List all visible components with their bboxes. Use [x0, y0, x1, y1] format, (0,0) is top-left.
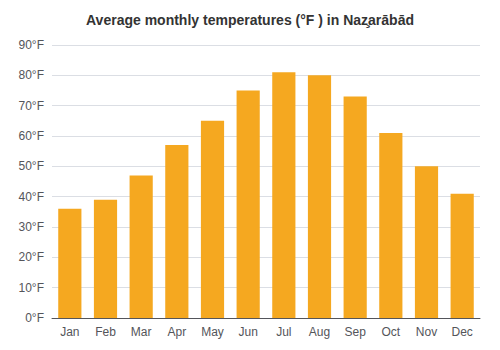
svg-text:40°F: 40°F	[19, 190, 44, 204]
svg-text:Jun: Jun	[238, 325, 257, 339]
svg-text:Average monthly temperatures (: Average monthly temperatures (°F ) in Na…	[86, 12, 414, 28]
svg-text:30°F: 30°F	[19, 220, 44, 234]
svg-text:Sep: Sep	[344, 325, 366, 339]
svg-text:Aug: Aug	[309, 325, 330, 339]
svg-text:90°F: 90°F	[19, 38, 44, 52]
svg-text:Nov: Nov	[416, 325, 437, 339]
svg-text:Mar: Mar	[131, 325, 152, 339]
svg-text:Dec: Dec	[451, 325, 472, 339]
svg-text:Oct: Oct	[381, 325, 400, 339]
svg-text:70°F: 70°F	[19, 99, 44, 113]
svg-text:80°F: 80°F	[19, 68, 44, 82]
svg-text:10°F: 10°F	[19, 281, 44, 295]
svg-text:60°F: 60°F	[19, 129, 44, 143]
svg-text:Jul: Jul	[276, 325, 291, 339]
svg-text:0°F: 0°F	[25, 311, 44, 325]
svg-text:20°F: 20°F	[19, 250, 44, 264]
svg-text:50°F: 50°F	[19, 159, 44, 173]
svg-text:May: May	[201, 325, 224, 339]
svg-text:Apr: Apr	[167, 325, 186, 339]
svg-text:Feb: Feb	[95, 325, 116, 339]
svg-text:Jan: Jan	[60, 325, 79, 339]
